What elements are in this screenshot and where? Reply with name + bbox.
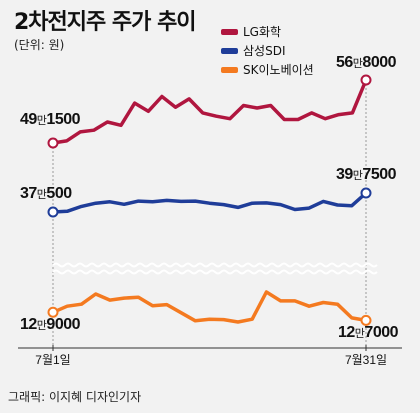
x-tick-label-start: 7월1일: [35, 353, 70, 367]
legend-label-samsung: 삼성SDI: [243, 44, 286, 58]
axis-break-wave-bottom: [52, 269, 378, 275]
legend-swatch-sk: [221, 66, 238, 73]
start-marker-samsung: [47, 206, 59, 218]
series-line-sk: [51, 290, 368, 324]
end-marker-sk: [360, 314, 372, 326]
x-tick-label-end: 7월31일: [345, 353, 387, 367]
start-marker-sk: [47, 306, 59, 318]
legend-label-sk: SK이노베이션: [243, 63, 314, 77]
end-marker-samsung: [360, 187, 372, 199]
legend-item-lg: LG화학: [221, 22, 314, 41]
start-value-label-samsung: 37만500: [20, 185, 72, 202]
legend-label-lg: LG화학: [243, 25, 282, 39]
chart-title: 2차전지주 주가 추이: [14, 10, 197, 35]
legend-item-samsung: 삼성SDI: [221, 41, 314, 60]
series-line-lg: [51, 78, 368, 145]
legend-item-sk: SK이노베이션: [221, 60, 314, 79]
start-marker-lg: [47, 137, 59, 149]
end-value-label-sk: 12만7000: [338, 324, 399, 341]
legend-swatch-samsung: [221, 47, 238, 54]
legend: LG화학 삼성SDI SK이노베이션: [221, 22, 314, 79]
start-value-label-sk: 12만9000: [20, 316, 81, 333]
credit-text: 그래픽: 이지혜 디자인기자: [8, 390, 142, 404]
end-value-label-samsung: 39만7500: [336, 166, 397, 183]
legend-swatch-lg: [221, 28, 238, 35]
end-value-label-lg: 56만8000: [336, 54, 397, 71]
end-marker-lg: [360, 74, 372, 86]
series-line-samsung: [51, 191, 368, 214]
start-value-label-lg: 49만1500: [20, 111, 81, 128]
unit-label: (단위: 원): [14, 38, 65, 52]
axis-break-wave-top: [52, 262, 378, 268]
